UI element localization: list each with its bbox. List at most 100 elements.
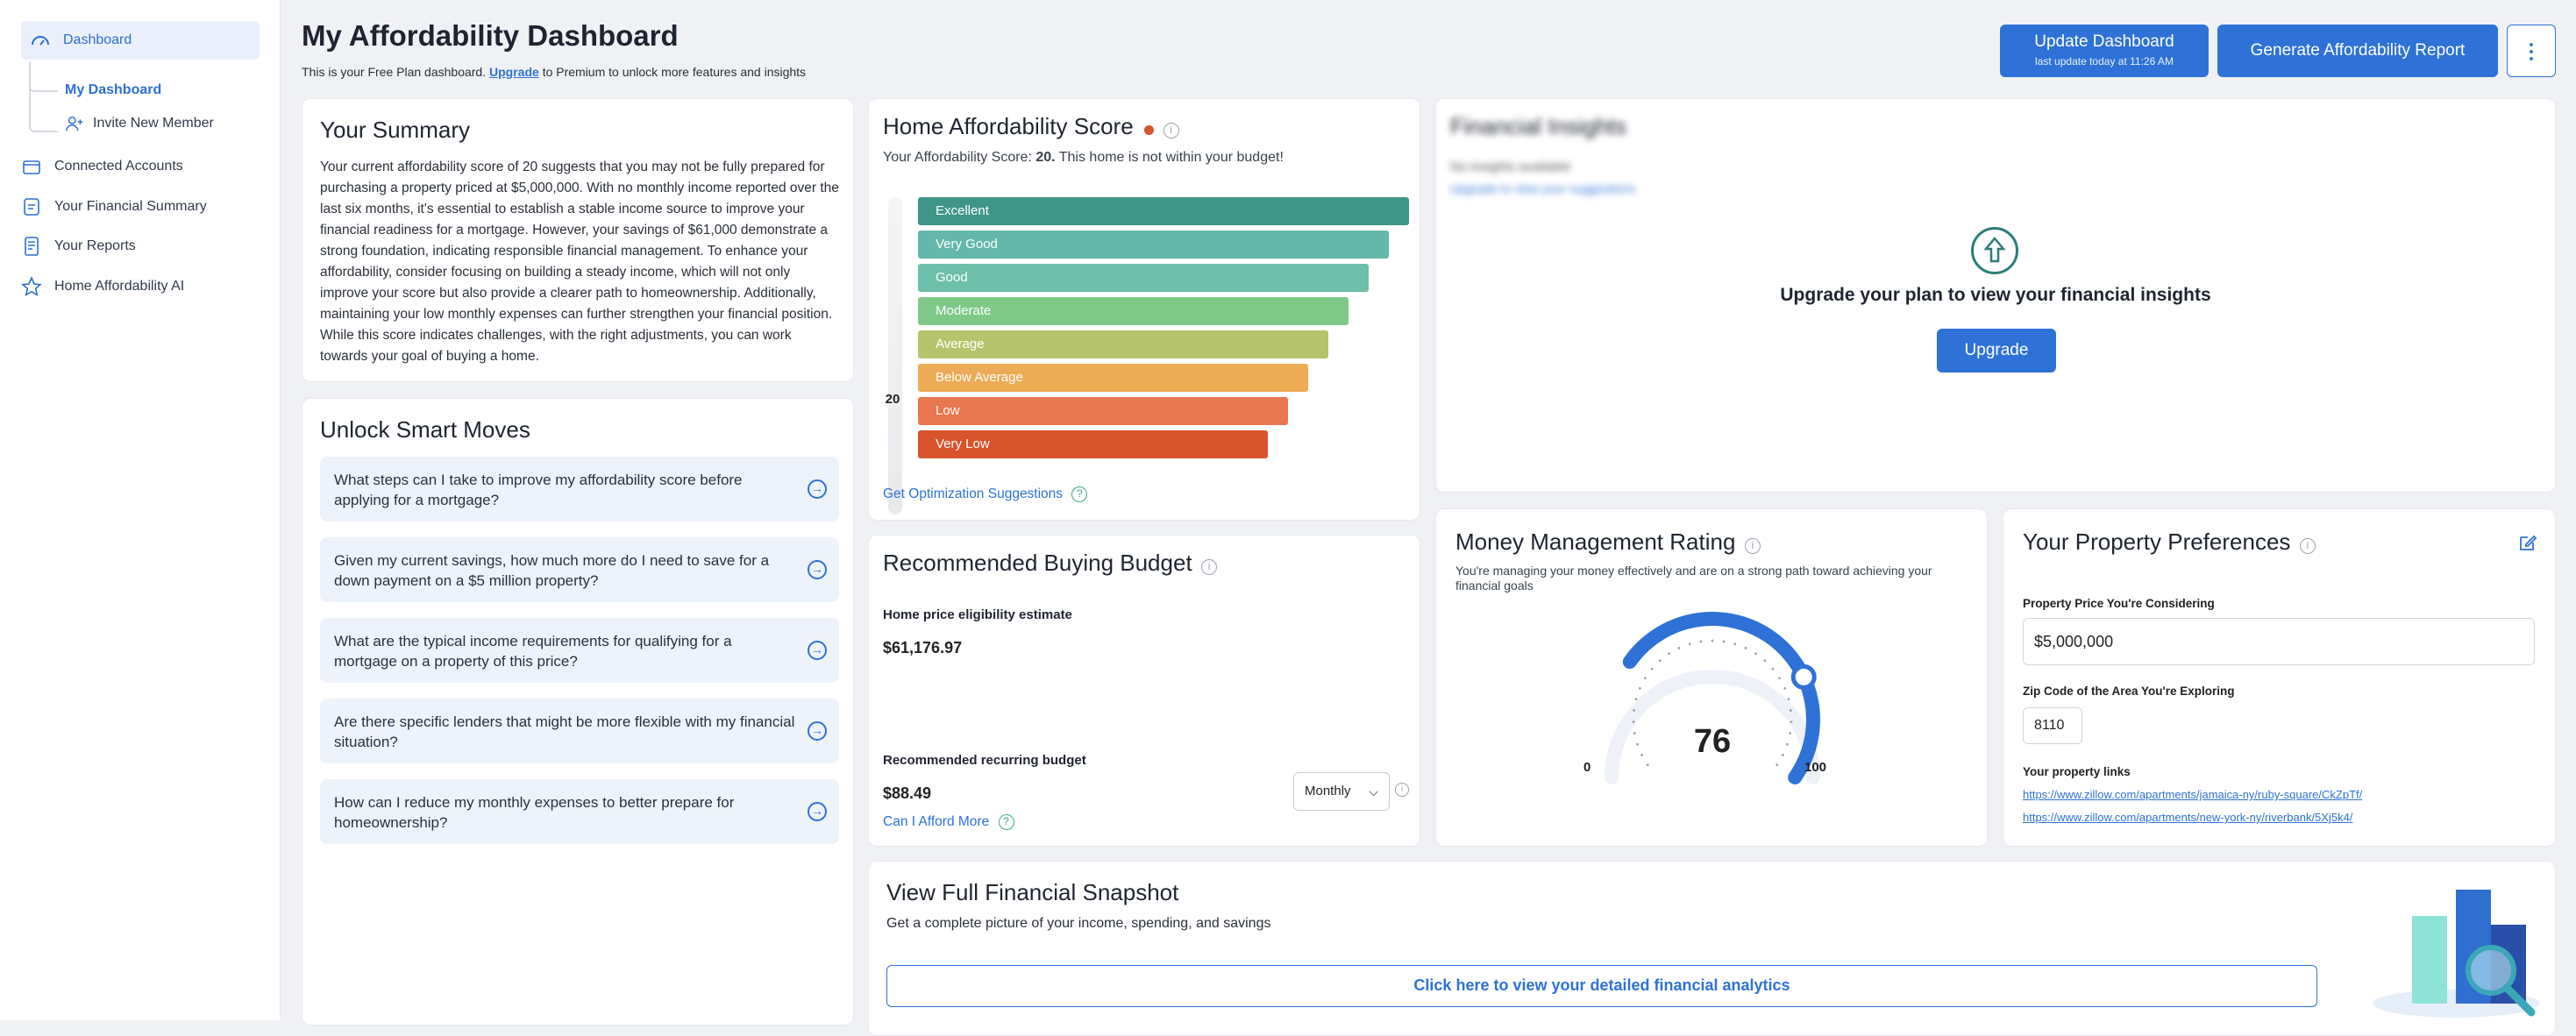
smart-question[interactable]: Given my current savings, how much more … — [320, 537, 839, 602]
upgrade-link[interactable]: Upgrade — [489, 65, 539, 79]
view-analytics-button[interactable]: Click here to view your detailed financi… — [886, 965, 2317, 1007]
info-icon[interactable]: i — [1395, 783, 1409, 797]
score-header: Home Affordability Score i — [883, 113, 1179, 140]
question-text: Given my current savings, how much more … — [334, 552, 770, 589]
info-icon[interactable]: i — [1201, 558, 1218, 575]
zip-input[interactable] — [2023, 707, 2082, 744]
gauge-tick — [1787, 698, 1790, 701]
smart-question[interactable]: How can I reduce my monthly expenses to … — [320, 779, 839, 844]
summary-text: Your current affordability score of 20 s… — [320, 160, 839, 364]
star-icon — [21, 276, 42, 297]
tree-connector — [29, 61, 58, 132]
smart-moves-card: Unlock Smart Moves What steps can I take… — [302, 398, 854, 1025]
edit-icon[interactable] — [2517, 532, 2538, 553]
sidebar-item-reports[interactable]: Your Reports — [21, 236, 136, 257]
gauge-tick — [1783, 686, 1787, 690]
sidebar-item-home-affordability-ai[interactable]: Home Affordability AI — [21, 276, 184, 297]
status-dot — [1144, 125, 1155, 136]
gauge-tick — [1744, 647, 1747, 649]
last-update-text: last update today at 11:26 AM — [2035, 55, 2174, 67]
rating-value: 76 — [1693, 723, 1732, 760]
sidebar-item-dashboard[interactable]: Dashboard — [21, 21, 260, 60]
buying-budget-card: Recommended Buying Budget i Home price e… — [868, 535, 1420, 847]
upgrade-arrow-icon — [1971, 227, 2018, 274]
zip-label: Zip Code of the Area You're Exploring — [2023, 685, 2235, 698]
recurring-label: Recommended recurring budget — [883, 753, 1086, 768]
sidebar-item-financial-summary[interactable]: Your Financial Summary — [21, 196, 207, 217]
gauge-tick — [1790, 720, 1793, 724]
arrow-circle-icon: → — [808, 802, 827, 821]
gauge-tick — [1636, 742, 1639, 746]
sidebar-item-label: Connected Accounts — [54, 159, 183, 174]
money-header: Money Management Rating i — [1455, 529, 1761, 556]
gauge-tick — [1789, 709, 1792, 712]
smart-question[interactable]: Are there specific lenders that might be… — [320, 699, 839, 763]
score-band-below-average: Below Average — [918, 364, 1308, 392]
gauge-tick — [1699, 640, 1703, 643]
financial-insights-card: Financial Insights No insights available… — [1435, 98, 2556, 493]
gauge-tick — [1650, 667, 1654, 671]
generate-report-button[interactable]: Generate Affordability Report — [2217, 25, 2498, 77]
sidebar-item-label: Home Affordability AI — [54, 279, 185, 294]
gauge-tick — [1658, 659, 1662, 663]
snapshot-desc: Get a complete picture of your income, s… — [886, 916, 1271, 931]
property-link[interactable]: https://www.zillow.com/apartments/new-yo… — [2023, 811, 2353, 824]
rating-gauge — [1605, 612, 1820, 784]
afford-more-link[interactable]: Can I Afford More ? — [883, 814, 1014, 830]
score-title: Home Affordability Score — [883, 113, 1134, 139]
smart-question[interactable]: What are the typical income requirements… — [320, 618, 839, 683]
summary-card: Your Summary Your current affordability … — [302, 98, 854, 382]
smart-question[interactable]: What steps can I take to improve my affo… — [320, 457, 839, 522]
chevron-down-icon: ⌵ — [1369, 784, 1378, 798]
plan-text-post: to Premium to unlock more features and i… — [542, 65, 807, 79]
score-band-good: Good — [918, 264, 1369, 292]
info-icon[interactable]: i — [1163, 122, 1179, 138]
more-options-button[interactable] — [2507, 25, 2556, 77]
sidebar-item-connected-accounts[interactable]: Connected Accounts — [21, 156, 183, 177]
score-band-low: Low — [918, 397, 1288, 425]
score-track — [888, 197, 902, 514]
gauge-tick — [1771, 667, 1775, 671]
sidebar-item-my-dashboard[interactable]: My Dashboard — [65, 82, 162, 97]
gauge-tick — [1763, 659, 1767, 663]
gauge-tick — [1633, 709, 1636, 712]
score-band-moderate: Moderate — [918, 297, 1348, 325]
gauge-tick — [1786, 742, 1789, 746]
gauge-min-label: 0 — [1583, 760, 1591, 775]
price-input[interactable] — [2023, 618, 2535, 665]
arrow-circle-icon: → — [808, 479, 827, 499]
score-line-pre: Your Affordability Score: — [883, 150, 1032, 165]
score-band-very-low: Very Low — [918, 430, 1268, 458]
gauge-tick — [1754, 652, 1757, 656]
money-management-card: Money Management Rating i You're managin… — [1435, 508, 1988, 847]
blurred-line: Upgrade to view your suggestions — [1450, 181, 1635, 195]
sidebar: Dashboard My Dashboard Invite New Member… — [0, 0, 281, 1020]
info-icon[interactable]: i — [2299, 537, 2316, 554]
update-dashboard-button[interactable]: Update Dashboard last update today at 11… — [2000, 25, 2209, 77]
budget-title: Recommended Buying Budget — [883, 550, 1192, 576]
gauge-tick — [1688, 642, 1691, 646]
score-line: Your Affordability Score: 20. This home … — [883, 150, 1284, 165]
sidebar-item-invite-member[interactable]: Invite New Member — [65, 114, 214, 133]
property-link[interactable]: https://www.zillow.com/apartments/jamaic… — [2023, 788, 2363, 801]
prefs-header: Your Property Preferences i — [2023, 529, 2316, 556]
optimization-link-label: Get Optimization Suggestions — [883, 486, 1064, 502]
info-icon[interactable]: i — [1744, 537, 1761, 554]
question-text: Are there specific lenders that might be… — [334, 713, 795, 750]
optimization-link[interactable]: Get Optimization Suggestions ? — [883, 486, 1088, 502]
sidebar-item-label: Dashboard — [63, 32, 132, 47]
frequency-value: Monthly — [1305, 784, 1351, 798]
gauge-tick — [1677, 647, 1681, 649]
upgrade-button[interactable]: Upgrade — [1937, 329, 2056, 373]
gauge-tick — [1711, 639, 1714, 642]
blurred-insights: Financial Insights No insights available… — [1450, 113, 1635, 195]
gauge-tick — [1789, 732, 1792, 735]
question-text: What steps can I take to improve my affo… — [334, 472, 743, 508]
score-value: 20 — [1035, 150, 1052, 165]
arrow-circle-icon: → — [808, 721, 827, 741]
wallet-icon — [23, 160, 40, 174]
question-text: How can I reduce my monthly expenses to … — [334, 794, 735, 831]
frequency-select[interactable]: Monthly ⌵ — [1293, 772, 1390, 811]
money-desc: You're managing your money effectively a… — [1455, 564, 1932, 593]
gauge-tick — [1646, 763, 1649, 767]
